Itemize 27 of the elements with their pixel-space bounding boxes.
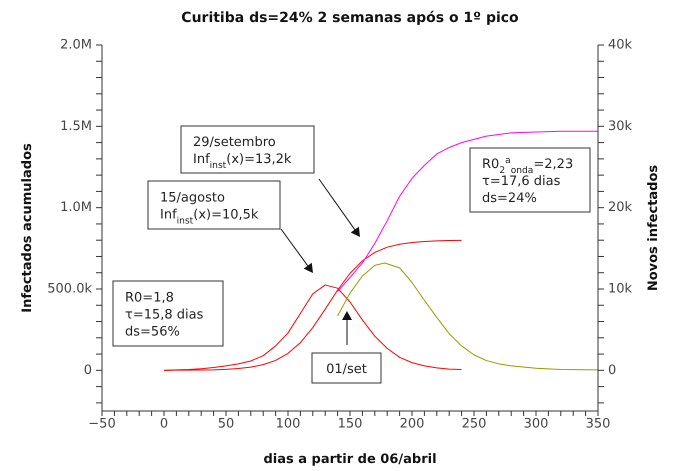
x-tick-label: 150 [338, 416, 362, 432]
annotation: 15/agosto Inf$_{inst}$(x)=10,5k [160, 190, 259, 226]
x-axis-title: dias a partir de 06/abril [263, 452, 437, 467]
y-tick-label: 0 [84, 362, 92, 378]
annotation: R0=1,8 τ=15,8 dias ds=56% [125, 290, 204, 340]
annotation: 01/set [326, 362, 367, 377]
y2-tick-label: 30k [608, 118, 633, 134]
y-tick-label: 2.0M [60, 38, 92, 52]
x-tick-label: 0 [160, 416, 168, 432]
chart-title: Curitiba ds=24% 2 semanas após o 1º pico [181, 10, 520, 26]
x-tick-label: 50 [218, 416, 234, 432]
x-tick-label: −50 [88, 416, 116, 432]
y2-tick-label: 10k [608, 282, 633, 296]
y2-tick-label: 40k [608, 38, 633, 52]
x-tick-label: 250 [462, 416, 486, 432]
y2-tick-label: 20k [608, 200, 633, 216]
annotation: 29/setembro Inf$_{inst}$(x)=13,2k [193, 135, 292, 171]
y-tick-label: 1.0M [60, 200, 92, 216]
x-tick-label: 100 [276, 416, 300, 432]
x-tick-label: 350 [586, 416, 610, 432]
x-tick-label: 300 [524, 416, 548, 432]
y-tick-label: 500.0k [47, 282, 92, 296]
x-tick-label: 200 [400, 416, 424, 432]
y2-axis-title: Novos infectados [646, 164, 661, 292]
y-tick-label: 1.5M [60, 118, 92, 134]
y2-tick-label: 0 [608, 362, 616, 378]
y-axis-title: Infectados acumulados [20, 142, 35, 313]
